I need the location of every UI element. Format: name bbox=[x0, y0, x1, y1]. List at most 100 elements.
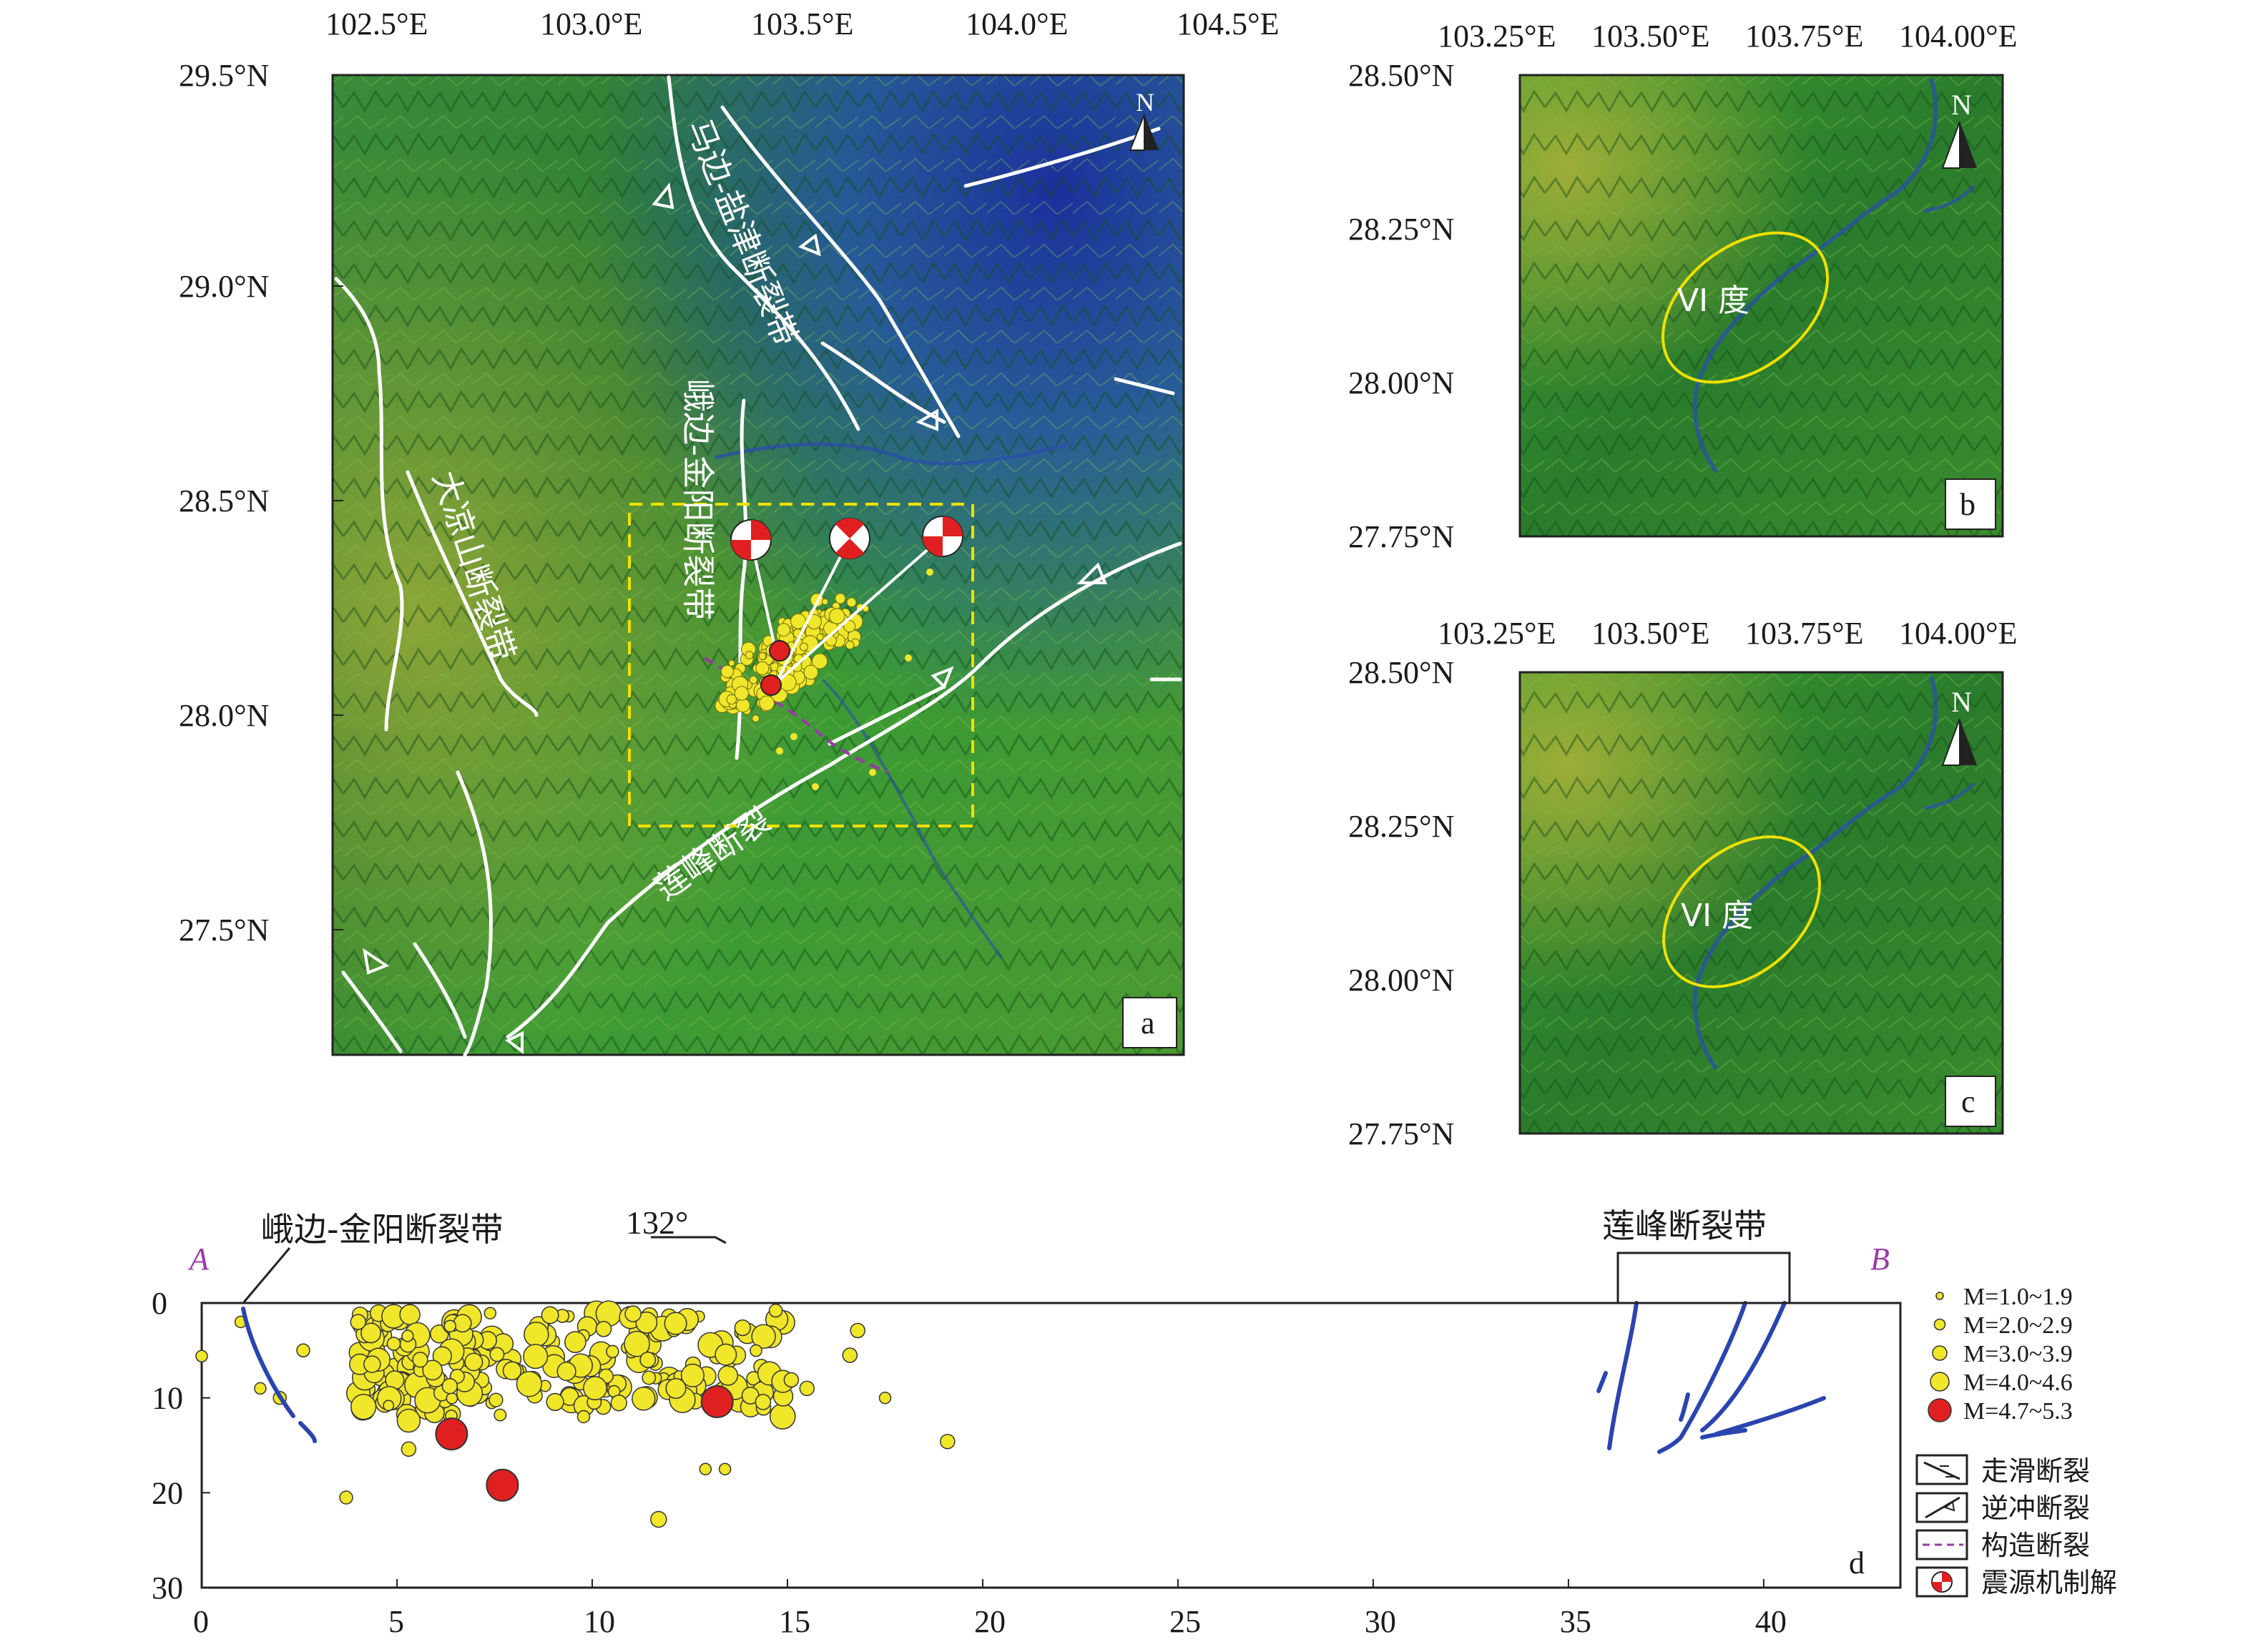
section-quake-dot bbox=[446, 1392, 458, 1405]
section-quake-dot bbox=[401, 1329, 414, 1342]
section-quake-dot bbox=[363, 1355, 381, 1373]
x-tick-d: 5 bbox=[388, 1604, 404, 1639]
lon-tick-a: 104.0°E bbox=[966, 6, 1068, 41]
magnitude-legend-label: M=2.0~2.9 bbox=[1963, 1312, 2073, 1339]
section-quake-dot bbox=[595, 1320, 612, 1337]
y-tick-d: 20 bbox=[152, 1475, 183, 1510]
lat-tick-a: 27.5°N bbox=[179, 913, 269, 948]
magnitude-legend-label: M=4.7~5.3 bbox=[1963, 1398, 2073, 1425]
profile-line bbox=[703, 657, 888, 774]
lon-tick-panel_c: 103.50°E bbox=[1591, 616, 1709, 651]
beachball-3 bbox=[922, 516, 963, 557]
panel-letter-d: d bbox=[1849, 1545, 1865, 1580]
north-arrow-icon: N bbox=[1129, 88, 1159, 151]
lat-tick-a: 28.0°N bbox=[179, 698, 269, 733]
section-quake-dot bbox=[715, 1343, 737, 1366]
section-quake-dot bbox=[523, 1344, 549, 1370]
x-tick-d: 20 bbox=[974, 1604, 1006, 1639]
legend-label-tectonic: 构造断裂 bbox=[1981, 1530, 2090, 1561]
panel-d-section: 0 5 10 15 20 25 30 35 40 0 10 20 30 A B 峨边-金阳断裂带 132… bbox=[152, 1204, 1902, 1639]
thrust-fault-icon bbox=[1915, 1492, 1968, 1523]
lat-tick-a: 28.5°N bbox=[179, 483, 269, 518]
legend: M=1.0~1.9M=2.0~2.9M=3.0~3.9 M=4.0~4.6M=4.… bbox=[1915, 1284, 2117, 1598]
symbol-legend: 走滑断裂 逆冲断裂 构造断裂 震源机制解 bbox=[1915, 1454, 2117, 1598]
section-quake-large bbox=[486, 1468, 519, 1502]
panel-c-ticks: 103.25°E 103.50°E 103.75°E 104.00°E 28.50°N 2… bbox=[1348, 616, 2017, 1151]
quake-dot bbox=[812, 653, 828, 669]
section-quake-dot bbox=[750, 1344, 762, 1357]
section-quake-dot bbox=[718, 1462, 732, 1475]
legend-label-thrust: 逆冲断裂 bbox=[1981, 1493, 2090, 1524]
north-label-b: N bbox=[1951, 89, 1972, 121]
section-quake-dot bbox=[768, 1303, 783, 1318]
x-tick-d: 15 bbox=[779, 1604, 810, 1639]
section-quake-dot bbox=[489, 1347, 505, 1362]
panel-a-ticks: 102.5°E 103.0°E 103.5°E 104.0°E 104.5°E 29.5°… bbox=[179, 6, 1279, 948]
lat-tick-panel_b: 28.00°N bbox=[1348, 365, 1454, 400]
section-quake-dot bbox=[484, 1307, 497, 1319]
section-quake-dot bbox=[624, 1305, 642, 1322]
y-tick-d: 30 bbox=[152, 1570, 183, 1606]
lat-tick-panel_c: 28.50°N bbox=[1348, 655, 1454, 690]
section-quake-dot bbox=[516, 1371, 542, 1397]
section-quake-dot bbox=[842, 1347, 858, 1363]
quake-dot bbox=[777, 623, 791, 637]
quake-dot bbox=[846, 597, 857, 608]
section-quake-dot bbox=[639, 1352, 657, 1368]
depth-section-quakes bbox=[195, 1300, 956, 1528]
tectonic-fault-icon bbox=[1915, 1529, 1968, 1560]
lon-tick-panel_c: 103.75°E bbox=[1745, 616, 1863, 651]
quake-dot bbox=[869, 769, 876, 776]
panel-letter-c: c bbox=[1961, 1084, 1975, 1119]
lon-tick-a: 103.5°E bbox=[751, 6, 853, 41]
quake-dot bbox=[790, 733, 797, 740]
quake-dot bbox=[755, 661, 770, 676]
section-quake-dot bbox=[360, 1322, 382, 1344]
quake-dot bbox=[822, 598, 829, 606]
lon-tick-panel_b: 104.00°E bbox=[1899, 19, 2017, 54]
quake-dot bbox=[799, 642, 808, 652]
magnitude-legend-label: M=3.0~3.9 bbox=[1963, 1341, 2073, 1367]
focal-mechanism-icon bbox=[1915, 1566, 1968, 1598]
quake-dot bbox=[926, 569, 933, 576]
panel-a-map: 马边-盐津断裂带 峨边-金阳断裂带 大凉山断裂带 莲峰断裂 N a 102.5°… bbox=[179, 6, 1279, 1057]
section-quake-dot bbox=[717, 1365, 739, 1386]
section-quake-dot bbox=[546, 1392, 564, 1412]
section-quake-dot bbox=[665, 1377, 687, 1399]
y-tick-d: 10 bbox=[152, 1381, 183, 1416]
section-quake-dot bbox=[680, 1363, 705, 1387]
quake-dot bbox=[745, 651, 754, 659]
panel-letter-a: a bbox=[1141, 1006, 1155, 1041]
magnitude-legend-symbol bbox=[1930, 1372, 1950, 1392]
quake-dot bbox=[758, 652, 767, 660]
section-quake-dot bbox=[624, 1330, 650, 1357]
x-tick-d: 10 bbox=[584, 1604, 615, 1639]
lon-tick-a: 102.5°E bbox=[325, 6, 428, 41]
x-tick-d: 0 bbox=[193, 1604, 209, 1639]
beachball-2 bbox=[829, 518, 870, 559]
section-quake-dot bbox=[606, 1344, 619, 1359]
section-quake-dot bbox=[769, 1403, 796, 1430]
fault-lines bbox=[334, 75, 1182, 1057]
section-quake-dot bbox=[524, 1322, 549, 1347]
north-arrow-icon: N bbox=[1941, 686, 1977, 766]
y-tick-d: 0 bbox=[152, 1286, 167, 1321]
intensity-label-c: VI 度 bbox=[1681, 898, 1753, 934]
lat-tick-panel_c: 28.25°N bbox=[1348, 809, 1454, 844]
section-quake-dot bbox=[583, 1376, 607, 1401]
lon-tick-a: 104.5°E bbox=[1177, 6, 1279, 41]
lat-tick-panel_b: 27.75°N bbox=[1348, 519, 1454, 554]
magnitude-legend-symbol bbox=[1935, 1292, 1944, 1300]
quake-dot bbox=[835, 593, 846, 604]
section-quake-dot bbox=[399, 1304, 421, 1325]
x-tick-d: 25 bbox=[1169, 1604, 1201, 1639]
lon-tick-panel_c: 104.00°E bbox=[1899, 616, 2017, 651]
section-quake-dot bbox=[541, 1306, 559, 1324]
section-quake-dot bbox=[386, 1337, 401, 1351]
section-fault-right-label: 莲峰断裂带 bbox=[1602, 1206, 1767, 1245]
quake-dot bbox=[735, 698, 750, 713]
magnitude-legend: M=1.0~1.9M=2.0~2.9M=3.0~3.9 M=4.0~4.6M=4.… bbox=[1928, 1284, 2073, 1425]
quake-dot bbox=[728, 659, 735, 667]
section-quake-dot bbox=[664, 1312, 687, 1335]
section-quake-dot bbox=[464, 1352, 484, 1372]
